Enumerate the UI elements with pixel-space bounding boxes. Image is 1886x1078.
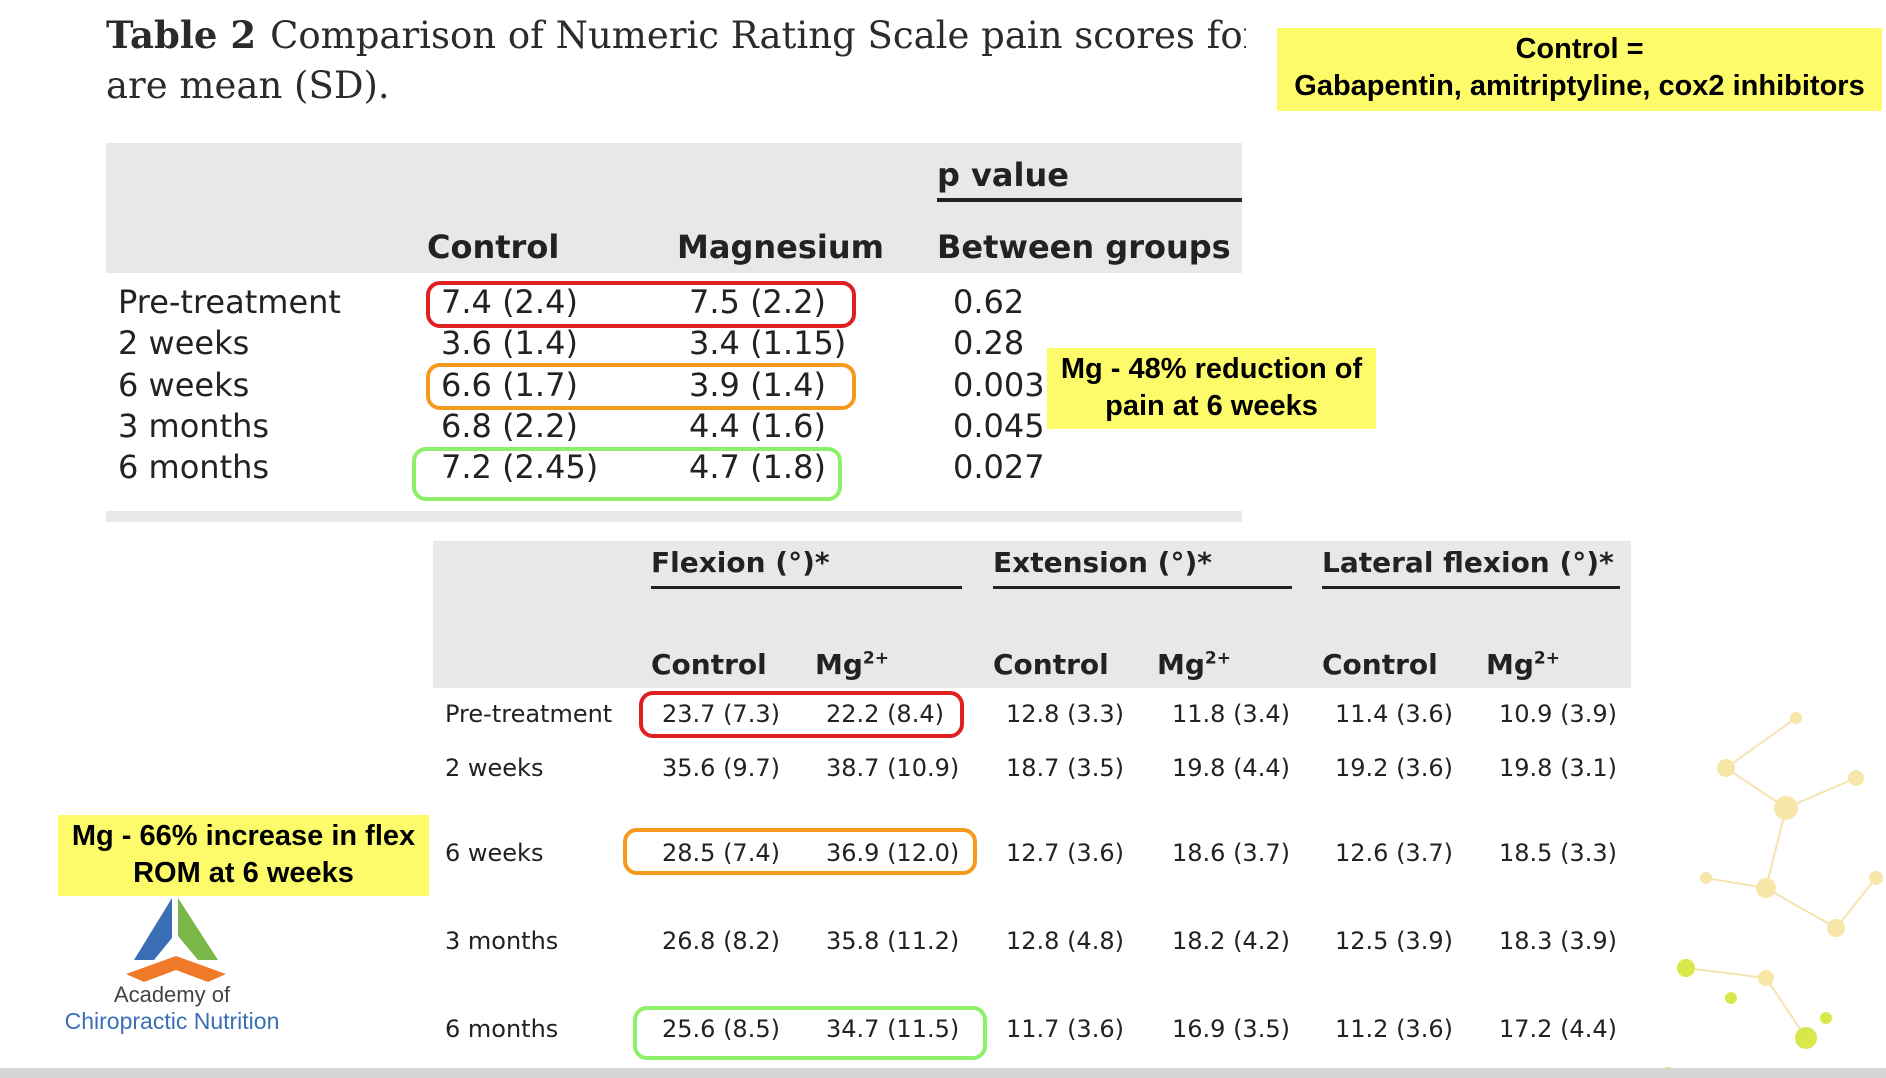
control-value: 6.8 (2.2) [441,407,578,445]
extension-mg-value: 11.8 (3.4) [1172,700,1290,728]
logo-text-line2: Chiropractic Nutrition [64,1008,280,1034]
row-label: Pre-treatment [445,700,613,728]
group-header-flexion: Flexion (°)* [651,546,830,579]
pain-table-bottom-rule [106,511,1242,522]
flexion-control-value: 35.6 (9.7) [662,754,780,782]
control-value: 7.2 (2.45) [441,448,599,486]
logo-text-line1: Academy of [113,982,231,1007]
lateral-mg-value: 17.2 (4.4) [1499,1015,1617,1043]
row-label: 6 weeks [445,839,544,867]
p-value: 0.045 [953,407,1045,445]
row-label: 2 weeks [118,324,250,362]
flexion-control-value: 28.5 (7.4) [662,839,780,867]
rom-pretreatment-highlight-box [639,691,964,738]
extension-mg-value: 19.8 (4.4) [1172,754,1290,782]
molecule-network-decoration [1662,712,1883,1078]
flexion-rule [651,586,962,589]
flexion-mg-value: 22.2 (8.4) [826,700,944,728]
six-months-highlight-box [412,447,842,501]
magnesium-value: 4.7 (1.8) [689,448,826,486]
row-label: 6 months [445,1015,559,1043]
lateral-mg-value: 19.8 (3.1) [1499,754,1617,782]
p-value: 0.62 [953,283,1025,321]
extension-control-value: 18.7 (3.5) [1006,754,1124,782]
p-value: 0.027 [953,448,1045,486]
extension-control-value: 11.7 (3.6) [1006,1015,1124,1043]
lateral-control-value: 11.4 (3.6) [1335,700,1453,728]
control-definition-note: Control = Gabapentin, amitriptyline, cox… [1277,28,1882,111]
sub-header-control: Control [1322,648,1438,681]
lateral-control-value: 12.5 (3.9) [1335,927,1453,955]
footer-strip [0,1068,1886,1078]
extension-rule [993,586,1292,589]
extension-mg-value: 18.6 (3.7) [1172,839,1290,867]
extension-control-value: 12.8 (4.8) [1006,927,1124,955]
six-weeks-highlight-box [426,363,856,410]
p-value: 0.28 [953,324,1025,362]
row-label: 2 weeks [445,754,544,782]
flexion-increase-note: Mg - 66% increase in flex ROM at 6 weeks [58,815,429,896]
lateral-control-value: 12.6 (3.7) [1335,839,1453,867]
rom-six-weeks-highlight-box [623,828,977,875]
lateral-control-value: 19.2 (3.6) [1335,754,1453,782]
sub-header-mg: Mg2+ [1486,648,1560,681]
sub-header-mg: Mg2+ [815,648,889,681]
lateral-mg-value: 18.5 (3.3) [1499,839,1617,867]
flexion-mg-value: 34.7 (11.5) [826,1015,960,1043]
magnesium-value: 3.4 (1.15) [689,324,847,362]
extension-mg-value: 16.9 (3.5) [1172,1015,1290,1043]
magnesium-value: 3.9 (1.4) [689,366,826,404]
col-header-control: Control [427,228,560,266]
caption-line-2: are mean (SD). [106,64,390,107]
lateral-mg-value: 10.9 (3.9) [1499,700,1617,728]
p-value: 0.003 [953,366,1045,404]
pretreatment-highlight-box [426,281,856,328]
row-label: 3 months [118,407,270,445]
rom-table-header-bg [433,541,1631,688]
extension-control-value: 12.8 (3.3) [1006,700,1124,728]
group-header-lateral-flexion: Lateral flexion (°)* [1322,546,1614,579]
lateral-mg-value: 18.3 (3.9) [1499,927,1617,955]
magnesium-value: 4.4 (1.6) [689,407,826,445]
academy-logo-mark [126,898,226,982]
flexion-control-value: 26.8 (8.2) [662,927,780,955]
pvalue-rule [937,198,1242,202]
row-label: 6 weeks [118,366,250,404]
flexion-mg-value: 35.8 (11.2) [826,927,960,955]
control-value: 3.6 (1.4) [441,324,578,362]
sub-header-mg: Mg2+ [1157,648,1231,681]
pain-reduction-note: Mg - 48% reduction of pain at 6 weeks [1047,348,1376,429]
sub-header-control: Control [993,648,1109,681]
pvalue-header: p value [937,156,1069,194]
magnesium-value: 7.5 (2.2) [689,283,826,321]
row-label: Pre-treatment [118,283,341,321]
row-label: 3 months [445,927,559,955]
rom-six-months-highlight-box [633,1006,987,1060]
lateral-control-value: 11.2 (3.6) [1335,1015,1453,1043]
table-caption: Table 2 Comparison of Numeric Rating Scal… [106,10,1246,111]
group-header-extension: Extension (°)* [993,546,1212,579]
caption-label: Table 2 [106,13,257,57]
col-header-between-groups: Between groups [937,228,1231,266]
lateral-flexion-rule [1322,586,1620,589]
control-value: 6.6 (1.7) [441,366,578,404]
flexion-control-value: 25.6 (8.5) [662,1015,780,1043]
caption-line-1: Table 2 Comparison of Numeric Rating Scal… [106,13,1246,57]
sub-header-control: Control [651,648,767,681]
flexion-mg-value: 36.9 (12.0) [826,839,960,867]
flexion-control-value: 23.7 (7.3) [662,700,780,728]
row-label: 6 months [118,448,270,486]
extension-control-value: 12.7 (3.6) [1006,839,1124,867]
pain-table-header-bg [106,143,1242,273]
flexion-mg-value: 38.7 (10.9) [826,754,960,782]
extension-mg-value: 18.2 (4.2) [1172,927,1290,955]
col-header-magnesium: Magnesium [677,228,884,266]
control-value: 7.4 (2.4) [441,283,578,321]
